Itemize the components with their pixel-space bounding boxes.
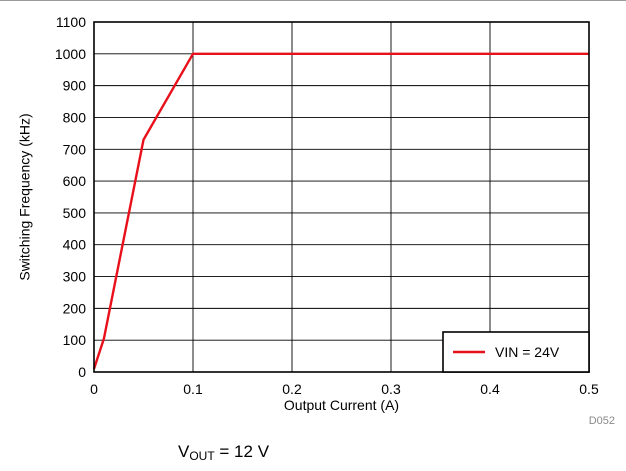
x-tick-label: 0.5 <box>579 381 599 397</box>
y-axis-title: Switching Frequency (kHz) <box>17 113 33 280</box>
x-tick-label: 0.1 <box>183 381 203 397</box>
caption-value: = 12 V <box>214 442 270 461</box>
plot-area <box>94 22 589 372</box>
top-rule <box>0 0 626 1</box>
y-tick-label: 200 <box>63 300 87 316</box>
y-tick-label: 1100 <box>56 14 86 30</box>
series-line <box>92 52 589 370</box>
y-tick-label: 1000 <box>55 46 86 62</box>
legend-box <box>442 331 590 373</box>
caption-subscript: OUT <box>189 449 215 463</box>
caption-v: V <box>178 442 190 461</box>
figure-code: D052 <box>589 415 615 427</box>
switching-frequency-chart: 0 0.1 0.2 0.3 0.4 0.5 0 100 200 300 400 500 600 700 8… <box>17 14 615 427</box>
legend: VIN = 24V <box>442 331 590 373</box>
x-tick-label: 0.4 <box>480 381 500 397</box>
y-tick-label: 400 <box>63 237 87 253</box>
y-tick-labels: 0 100 200 300 400 500 600 700 800 900 1000 1100 <box>55 14 86 380</box>
y-tick-label: 500 <box>63 205 87 221</box>
series-layer <box>92 52 589 370</box>
x-tick-label: 0.2 <box>282 381 302 397</box>
x-tick-labels: 0 0.1 0.2 0.3 0.4 0.5 <box>90 381 599 397</box>
y-tick-label: 0 <box>78 364 86 380</box>
y-tick-label: 600 <box>63 173 87 189</box>
x-tick-label: 0.3 <box>381 381 401 397</box>
condition-caption: VOUT = 12 V <box>178 442 269 463</box>
y-tick-label: 100 <box>63 332 87 348</box>
y-tick-label: 300 <box>63 269 87 285</box>
x-axis-title: Output Current (A) <box>284 397 399 413</box>
y-tick-label: 700 <box>63 141 87 157</box>
x-tick-label: 0 <box>90 381 98 397</box>
plot-frame <box>93 21 590 373</box>
legend-label: VIN = 24V <box>495 344 560 360</box>
y-tick-label: 900 <box>63 78 87 94</box>
y-tick-label: 800 <box>63 109 87 125</box>
